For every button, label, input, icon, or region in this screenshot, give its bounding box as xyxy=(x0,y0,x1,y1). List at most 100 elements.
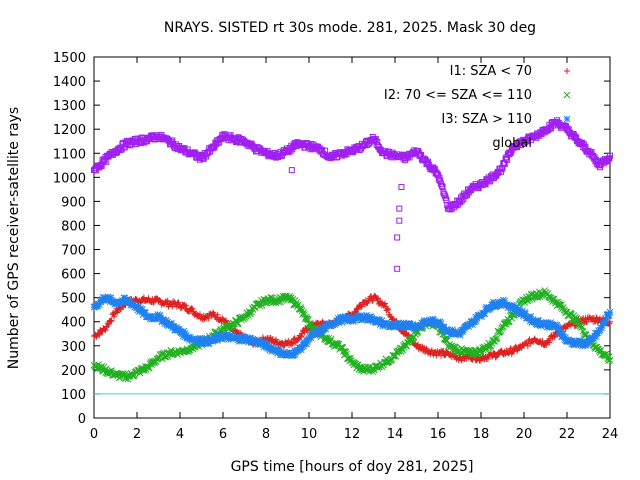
x-tick-label: 20 xyxy=(516,427,533,442)
data-point xyxy=(238,335,246,343)
data-point xyxy=(541,319,549,327)
data-point xyxy=(178,330,186,337)
data-point xyxy=(468,317,476,325)
data-point xyxy=(196,334,204,342)
data-point xyxy=(529,316,537,323)
legend-marker xyxy=(563,91,571,99)
data-point xyxy=(588,149,595,156)
data-point xyxy=(507,150,514,157)
data-point xyxy=(404,324,412,331)
data-point xyxy=(506,302,514,310)
data-point xyxy=(399,323,407,330)
data-point xyxy=(422,347,429,354)
data-point xyxy=(498,166,505,173)
data-point xyxy=(537,322,545,330)
data-point xyxy=(164,297,171,304)
data-point xyxy=(210,310,217,317)
data-point xyxy=(433,169,440,176)
y-tick-label: 500 xyxy=(61,292,86,307)
data-point xyxy=(266,346,274,354)
data-point xyxy=(511,348,518,355)
data-point xyxy=(206,148,213,155)
data-point xyxy=(119,370,127,378)
data-point xyxy=(304,338,311,345)
y-tick-label: 400 xyxy=(61,316,86,331)
data-point xyxy=(132,302,139,310)
outlier-point xyxy=(398,183,405,190)
data-point xyxy=(496,301,503,309)
data-point xyxy=(313,327,321,335)
data-point xyxy=(439,183,446,190)
y-tick-label: 1400 xyxy=(53,75,86,90)
data-point xyxy=(507,345,514,352)
data-point xyxy=(150,299,157,306)
data-point xyxy=(573,315,581,322)
data-point xyxy=(605,353,613,361)
data-point xyxy=(592,332,600,340)
data-point xyxy=(575,341,582,349)
data-point xyxy=(304,316,312,324)
data-point xyxy=(342,348,350,356)
data-point xyxy=(451,330,459,338)
data-point xyxy=(384,320,392,328)
data-point xyxy=(501,159,508,166)
data-point xyxy=(605,156,612,163)
x-tick-label: 18 xyxy=(473,427,490,442)
data-point xyxy=(334,340,341,348)
data-point xyxy=(456,331,464,339)
data-point xyxy=(147,313,155,320)
data-point xyxy=(514,306,522,313)
data-point xyxy=(437,319,445,327)
data-point xyxy=(214,311,221,318)
data-point xyxy=(163,321,171,329)
data-point xyxy=(105,321,112,328)
data-point xyxy=(482,305,489,313)
x-tick-label: 4 xyxy=(176,427,184,442)
outlier-point xyxy=(396,217,403,224)
legend-label: I2: 70 <= SZA <= 110 xyxy=(384,88,532,103)
data-point xyxy=(561,122,568,129)
x-tick-label: 12 xyxy=(344,427,361,442)
data-point xyxy=(161,320,168,328)
data-point xyxy=(376,316,383,324)
data-point xyxy=(278,152,285,159)
data-point xyxy=(289,341,296,348)
data-point xyxy=(96,331,103,338)
y-tick-label: 1000 xyxy=(53,171,86,186)
data-point xyxy=(421,320,429,328)
data-point xyxy=(247,310,254,318)
data-point xyxy=(157,314,165,322)
data-point xyxy=(497,302,505,309)
y-tick-label: 800 xyxy=(61,219,86,234)
data-point xyxy=(506,318,513,325)
data-point xyxy=(110,298,118,306)
data-point xyxy=(562,334,569,341)
data-point xyxy=(271,346,279,354)
data-point xyxy=(539,337,546,344)
data-point xyxy=(569,337,576,345)
data-point xyxy=(358,303,365,310)
data-point xyxy=(518,345,525,352)
data-point xyxy=(604,157,611,164)
data-point xyxy=(535,317,542,325)
data-point xyxy=(255,337,263,345)
data-point xyxy=(561,307,569,315)
data-point xyxy=(110,313,117,320)
data-point xyxy=(559,304,567,311)
data-point xyxy=(605,310,612,318)
data-point xyxy=(484,356,491,363)
data-point xyxy=(369,297,376,304)
data-point xyxy=(258,337,266,345)
data-point xyxy=(203,334,211,342)
data-point xyxy=(108,317,115,324)
data-point xyxy=(119,298,127,306)
data-point xyxy=(321,325,328,333)
data-point xyxy=(436,318,444,326)
data-point xyxy=(516,306,523,314)
data-point xyxy=(441,191,448,198)
data-point xyxy=(168,319,175,327)
series-4 xyxy=(91,117,613,272)
data-point xyxy=(175,325,183,333)
data-point xyxy=(274,350,281,357)
data-point xyxy=(338,318,346,326)
